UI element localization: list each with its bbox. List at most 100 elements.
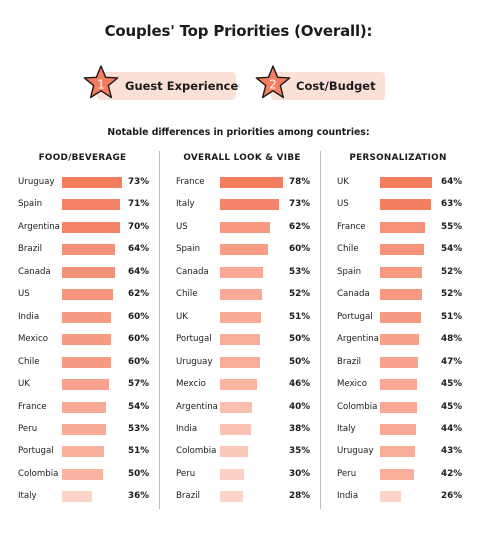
value-label: 63%: [441, 199, 463, 210]
bar-row: Uruguay 50%: [0, 356, 477, 370]
bar-row: France 78%: [0, 176, 477, 190]
bar-row: Peru 42%: [0, 468, 477, 482]
value-label: 50%: [128, 468, 150, 479]
bar-row: Chile 54%: [0, 243, 477, 257]
value-label: 51%: [289, 311, 311, 322]
value-label: 36%: [128, 491, 150, 502]
value-label: 42%: [441, 468, 463, 479]
value-label: 53%: [289, 266, 311, 277]
column-title-overall-look-vibe: OVERALL LOOK & VIBE: [183, 153, 301, 163]
bar-row: Uruguay 43%: [0, 445, 477, 459]
value-label: 45%: [441, 401, 463, 412]
category-label: Peru: [176, 468, 196, 479]
bar-row: US 62%: [0, 288, 477, 302]
category-label: Portugal: [176, 334, 212, 345]
bar: [220, 221, 271, 233]
value-label: 48%: [441, 334, 463, 345]
star-icon: 1: [83, 65, 119, 99]
category-label: Argentina: [337, 334, 379, 345]
category-label: Uruguay: [18, 177, 55, 187]
bar: [380, 266, 423, 278]
value-label: 30%: [289, 468, 311, 479]
category-label: Italy: [18, 491, 37, 502]
bar: [220, 199, 279, 211]
priority-label: Cost/Budget: [296, 79, 376, 93]
bar-row: Canada 64%: [0, 266, 477, 280]
bar: [62, 244, 115, 256]
value-label: 45%: [441, 379, 463, 390]
bar: [380, 356, 419, 368]
value-label: 51%: [441, 311, 463, 322]
category-label: US: [337, 199, 349, 210]
category-label: Portugal: [337, 311, 373, 322]
value-label: 62%: [128, 289, 150, 300]
bar: [380, 491, 402, 503]
bar: [380, 468, 415, 480]
category-label: Spain: [18, 199, 43, 210]
bar-row: Chile 60%: [0, 356, 477, 370]
category-label: Brazil: [176, 491, 200, 502]
value-label: 64%: [441, 177, 463, 187]
bar-row: Colombia 35%: [0, 445, 477, 459]
column-title-personalization: PERSONALIZATION: [349, 153, 447, 163]
bar-row: Brazil 47%: [0, 356, 477, 370]
bar: [220, 423, 251, 435]
category-label: France: [18, 401, 47, 412]
bar: [62, 177, 122, 188]
value-label: 53%: [128, 423, 150, 434]
bar: [62, 199, 121, 211]
bar: [62, 446, 104, 458]
bar-row: Spain 71%: [0, 198, 477, 212]
category-label: Brazil: [18, 244, 42, 255]
category-label: Italy: [176, 199, 195, 210]
category-label: Mexico: [337, 379, 368, 390]
bar-row: India 26%: [0, 490, 477, 504]
category-label: Chile: [18, 356, 40, 367]
category-label: Mexcio: [176, 379, 206, 390]
value-label: 60%: [128, 311, 150, 322]
category-label: India: [18, 311, 40, 322]
bar-row: India 60%: [0, 311, 477, 325]
category-label: Argentina: [18, 221, 60, 232]
bar: [62, 468, 104, 480]
value-label: 35%: [289, 446, 311, 457]
category-label: US: [18, 289, 30, 300]
bar-row: France 55%: [0, 221, 477, 235]
category-label: Peru: [337, 468, 357, 479]
category-label: Peru: [18, 423, 38, 434]
value-label: 78%: [289, 177, 311, 187]
bar-row: Peru 30%: [0, 468, 477, 482]
category-label: India: [337, 491, 359, 502]
bar: [220, 356, 261, 368]
category-label: Canada: [176, 266, 209, 277]
column-divider: [320, 151, 321, 509]
bar-row: Spain 52%: [0, 266, 477, 280]
bar-row: Italy 36%: [0, 490, 477, 504]
chart-subtitle: Notable differences in priorities among …: [107, 127, 370, 138]
bar-row: Italy 73%: [0, 198, 477, 212]
bar: [220, 289, 262, 301]
value-label: 57%: [128, 379, 150, 390]
category-label: Spain: [176, 244, 201, 255]
bar: [220, 244, 269, 256]
bar: [62, 221, 120, 233]
bar: [220, 379, 258, 391]
value-label: 47%: [441, 356, 463, 367]
bar-row: Colombia 50%: [0, 468, 477, 482]
value-label: 50%: [289, 356, 311, 367]
category-label: Argentina: [176, 401, 218, 412]
value-label: 38%: [289, 423, 311, 434]
bar: [220, 446, 249, 458]
value-label: 62%: [289, 221, 311, 232]
category-label: Italy: [337, 423, 356, 434]
priority-rank-1: 1: [97, 78, 105, 92]
bar-row: UK 51%: [0, 311, 477, 325]
value-label: 55%: [441, 221, 463, 232]
category-label: UK: [337, 177, 349, 187]
category-label: UK: [176, 311, 188, 322]
bar: [220, 401, 253, 413]
bar-row: France 54%: [0, 401, 477, 415]
category-label: UK: [18, 379, 30, 390]
bar-row: India 38%: [0, 423, 477, 437]
bar-row: Argentina 40%: [0, 401, 477, 415]
